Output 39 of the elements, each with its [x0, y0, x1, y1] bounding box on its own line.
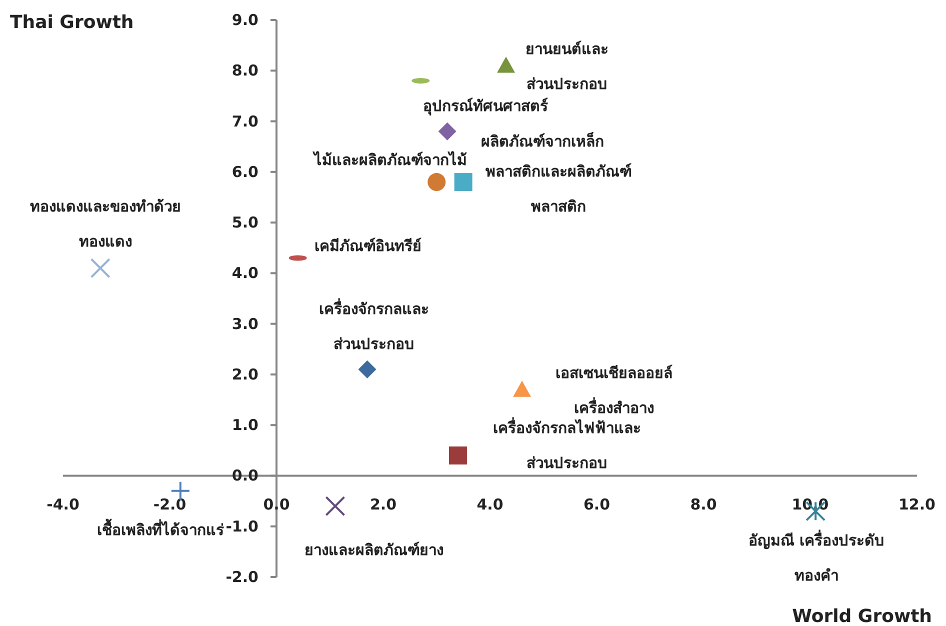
point: [325, 496, 346, 516]
series-label: เครื่องจักรกลไฟฟ้าและ ส่วนประกอบ: [492, 416, 641, 472]
series-label: ผลิตภัณฑ์จากเหล็ก: [480, 131, 604, 150]
y-tick-label: 4.0: [232, 264, 258, 282]
point: [428, 173, 446, 192]
series-label: ยานยนต์และ ส่วนประกอบ: [526, 40, 609, 94]
point: [90, 258, 110, 278]
y-tick-label: 8.0: [232, 62, 258, 80]
series-label: พลาสติกและผลิตภัณฑ์ พลาสติก: [485, 162, 632, 216]
y-tick-label: 7.0: [232, 112, 258, 130]
x-tick-label: 2.0: [370, 496, 397, 514]
series-label: ไม้และผลิตภัณฑ์จากไม้: [312, 150, 468, 170]
series-label: อุปกรณ์ทัศนศาสตร์: [423, 96, 550, 116]
y-tick-label: 6.0: [232, 162, 258, 181]
y-tick-label: 3.0: [232, 314, 258, 333]
y-tick-label: 2.0: [232, 365, 258, 384]
y-tick-label: 9.0: [232, 11, 258, 29]
point: [358, 360, 376, 378]
point: [448, 446, 467, 464]
x-tick-label: 12.0: [898, 496, 936, 514]
x-tick-label: 4.0: [476, 496, 504, 514]
x-tick-label: 8.0: [690, 496, 717, 514]
y-tick-label: 1.0: [232, 416, 258, 434]
x-axis-title: World Growth: [792, 606, 932, 626]
y-tick-label: -2.0: [226, 568, 258, 586]
point: [438, 122, 456, 140]
x-tick-label: -2.0: [153, 496, 186, 514]
y-tick-label: 5.0: [232, 214, 258, 232]
x-tick-label: 0.0: [263, 496, 290, 514]
x-tick-label: -4.0: [46, 496, 80, 514]
y-axis-title: Thai Growth: [10, 12, 134, 33]
series-label: เอสเซนเชียลออยล์ เครื่องสำอาง: [556, 364, 673, 418]
series-label: เคมีภัณฑ์อินทรีย์: [314, 236, 422, 255]
point: [454, 173, 472, 192]
x-tick-label: 6.0: [583, 496, 610, 514]
point: [497, 56, 516, 73]
point: [513, 380, 532, 397]
y-tick-label: -1.0: [226, 517, 258, 536]
y-tick-label: 0.0: [232, 466, 258, 485]
